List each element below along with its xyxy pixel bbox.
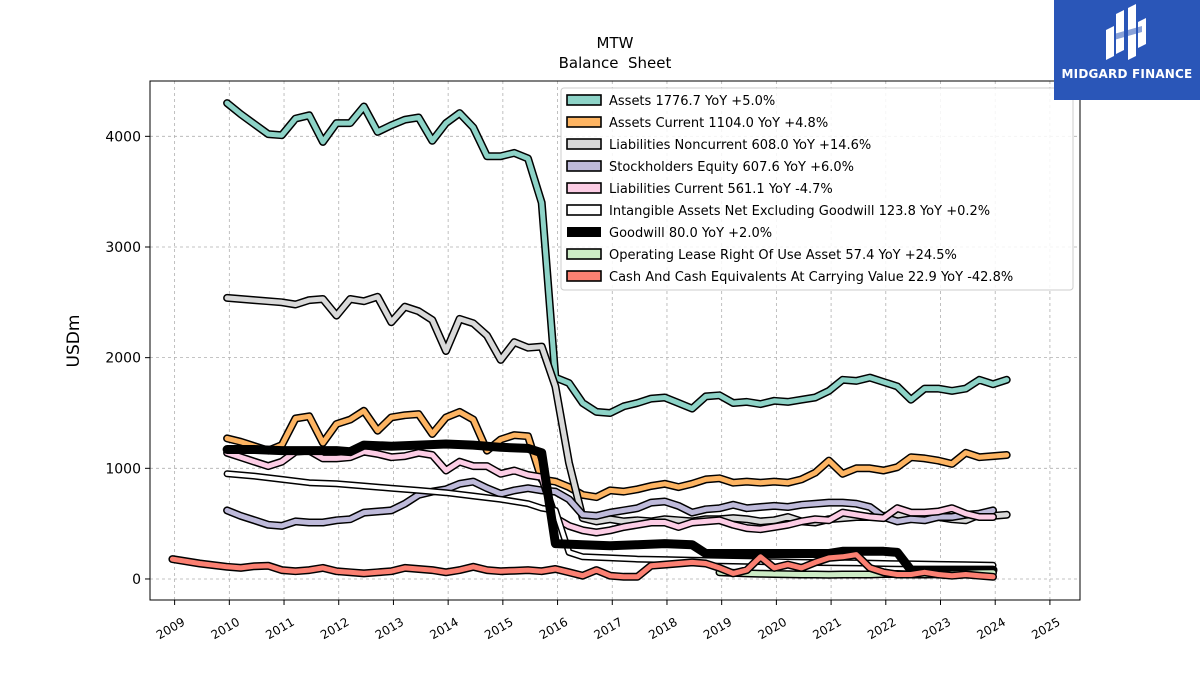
legend-swatch	[566, 160, 602, 172]
x-tick-label: 2020	[756, 615, 789, 642]
series-lines	[168, 99, 1011, 581]
x-tick-label: 2017	[592, 615, 625, 642]
y-axis-label: USDm	[64, 315, 84, 368]
series-intangible-assets-net-excluding-goodwill	[223, 470, 997, 569]
series-cash-and-cash-equivalents-at-carrying-value	[168, 550, 997, 581]
legend-label: Liabilities Current 561.1 YoY -4.7%	[609, 182, 833, 197]
x-tick-label: 2024	[974, 615, 1007, 642]
series-goodwill	[222, 439, 998, 575]
legend-swatch	[567, 227, 601, 237]
logo-mark-icon	[1106, 4, 1146, 60]
legend-label: Operating Lease Right Of Use Asset 57.4 …	[609, 248, 957, 263]
series-line	[169, 552, 996, 580]
y-tick-label: 2000	[105, 351, 141, 367]
x-tick-label: 2016	[537, 615, 570, 642]
legend-label: Assets 1776.7 YoY +5.0%	[609, 94, 775, 109]
x-tick-label: 2013	[373, 615, 406, 642]
series-line	[224, 479, 996, 529]
legend-swatch	[566, 270, 602, 282]
x-tick-label: 2025	[1029, 615, 1062, 642]
x-tick-label: 2010	[209, 615, 242, 642]
y-tick-label: 1000	[105, 461, 141, 477]
series-assets-current	[223, 406, 1011, 502]
series-line	[222, 439, 998, 575]
x-tick-label: 2022	[865, 615, 898, 642]
series-assets	[223, 99, 1011, 417]
y-tick-label: 3000	[105, 240, 141, 256]
legend-swatch	[566, 204, 602, 216]
legend-item: Operating Lease Right Of Use Asset 57.4 …	[566, 248, 957, 263]
legend-item: Stockholders Equity 607.6 YoY +6.0%	[566, 160, 854, 175]
legend-label: Intangible Assets Net Excluding Goodwill…	[609, 204, 990, 219]
legend-swatch	[566, 182, 602, 194]
legend-label: Cash And Cash Equivalents At Carrying Va…	[609, 270, 1013, 285]
y-tick-label: 0	[132, 572, 141, 588]
series-stockholders-equity	[223, 477, 997, 530]
x-tick-label: 2014	[427, 615, 460, 642]
legend-label: Liabilities Noncurrent 608.0 YoY +14.6%	[609, 138, 871, 153]
chart-title: MTW	[597, 34, 634, 52]
legend-item: Assets Current 1104.0 YoY +4.8%	[566, 116, 828, 131]
chart-subtitle: Balance Sheet	[559, 54, 672, 72]
midgard-finance-logo: MIDGARD FINANCE	[1054, 0, 1200, 100]
x-tick-label: 2012	[318, 615, 351, 642]
legend-item: Liabilities Current 561.1 YoY -4.7%	[566, 182, 833, 197]
x-tick-label: 2015	[482, 615, 515, 642]
series-line	[224, 408, 1010, 500]
legend-label: Goodwill 80.0 YoY +2.0%	[609, 226, 772, 241]
legend-item: Assets 1776.7 YoY +5.0%	[566, 94, 775, 109]
x-tick-label: 2019	[701, 615, 734, 642]
plot-frame	[149, 80, 1081, 601]
series-line	[224, 100, 1010, 416]
x-tick-label: 2018	[646, 615, 679, 642]
legend-swatch	[566, 248, 602, 260]
y-tick-label: 4000	[105, 129, 141, 145]
x-tick-label: 2021	[810, 615, 843, 642]
legend-label: Stockholders Equity 607.6 YoY +6.0%	[609, 160, 854, 175]
legend-item: Intangible Assets Net Excluding Goodwill…	[566, 204, 990, 219]
legend-swatch	[566, 94, 602, 106]
x-tick-label: 2009	[154, 615, 187, 642]
series-line	[224, 448, 996, 535]
legend-box	[560, 87, 1074, 291]
x-tick-label: 2023	[920, 615, 953, 642]
series-liabilities-current	[223, 446, 997, 537]
logo-text: MIDGARD FINANCE	[1061, 67, 1193, 81]
legend-swatch	[566, 138, 602, 150]
legend: Assets 1776.7 YoY +5.0% Assets Current 11…	[560, 87, 1074, 291]
legend-item: Goodwill 80.0 YoY +2.0%	[567, 226, 772, 241]
series-line	[225, 471, 995, 568]
legend-label: Assets Current 1104.0 YoY +4.8%	[609, 116, 828, 131]
legend-swatch	[566, 116, 602, 128]
x-tick-label: 2011	[263, 615, 296, 642]
legend-item: Liabilities Noncurrent 608.0 YoY +14.6%	[566, 138, 871, 153]
legend-item: Cash And Cash Equivalents At Carrying Va…	[566, 270, 1013, 285]
